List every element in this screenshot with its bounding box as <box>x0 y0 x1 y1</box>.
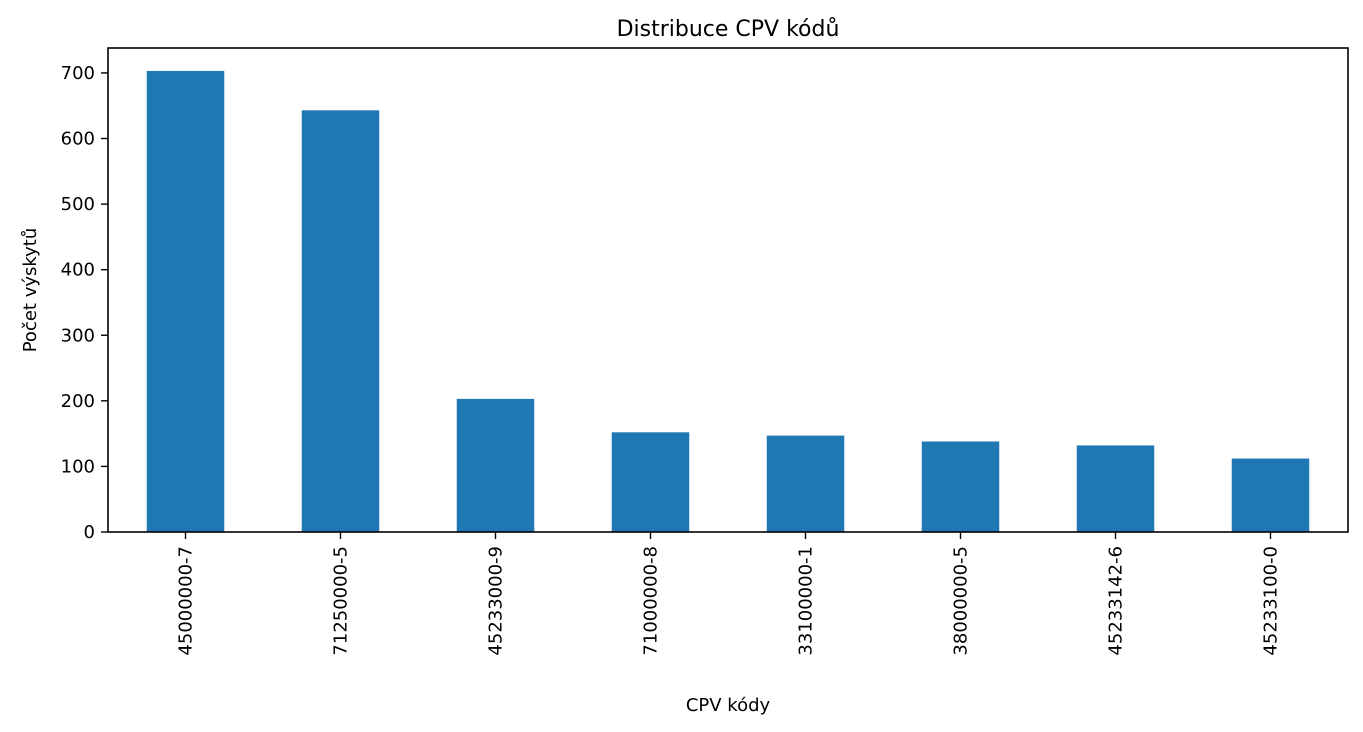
plot-frame <box>107 47 1349 533</box>
bar-71000000-8 <box>611 432 690 532</box>
bar-45233100-0 <box>1231 458 1310 532</box>
x-tick-label: 45000000-7 <box>176 546 197 656</box>
y-tick-label: 500 <box>61 194 95 215</box>
y-tick-label: 100 <box>61 456 95 477</box>
y-tick-label: 400 <box>61 260 95 281</box>
y-tick-label: 600 <box>61 129 95 150</box>
y-tick-label: 700 <box>61 63 95 84</box>
x-tick-label: 45233100-0 <box>1261 546 1282 656</box>
bar-38000000-5 <box>921 441 1000 532</box>
y-axis-label: Počet výskytů <box>20 228 41 353</box>
x-tick-label: 71250000-5 <box>331 546 352 656</box>
bar-45233142-6 <box>1076 445 1155 532</box>
x-tick-label: 38000000-5 <box>951 546 972 656</box>
bar-45233000-9 <box>456 398 535 532</box>
bar-71250000-5 <box>301 110 380 532</box>
y-tick-label: 0 <box>84 522 95 543</box>
x-axis: 45000000-7 71250000-5 45233000-9 71000000-8… <box>176 532 1282 656</box>
x-tick-label: 71000000-8 <box>641 546 662 656</box>
y-tick-label: 300 <box>61 325 95 346</box>
x-axis-label: CPV kódy <box>686 695 771 716</box>
bar-45000000-7 <box>146 70 225 533</box>
x-tick-label: 45233000-9 <box>486 546 507 656</box>
x-tick-label: 45233142-6 <box>1106 546 1127 656</box>
x-tick-label: 33100000-1 <box>796 546 817 656</box>
y-tick-label: 200 <box>61 391 95 412</box>
bar-33100000-1 <box>766 435 845 532</box>
bars-group <box>146 70 1310 533</box>
chart-title: Distribuce CPV kódů <box>617 17 840 42</box>
y-axis: 0 100 200 300 400 500 600 700 <box>61 63 108 543</box>
